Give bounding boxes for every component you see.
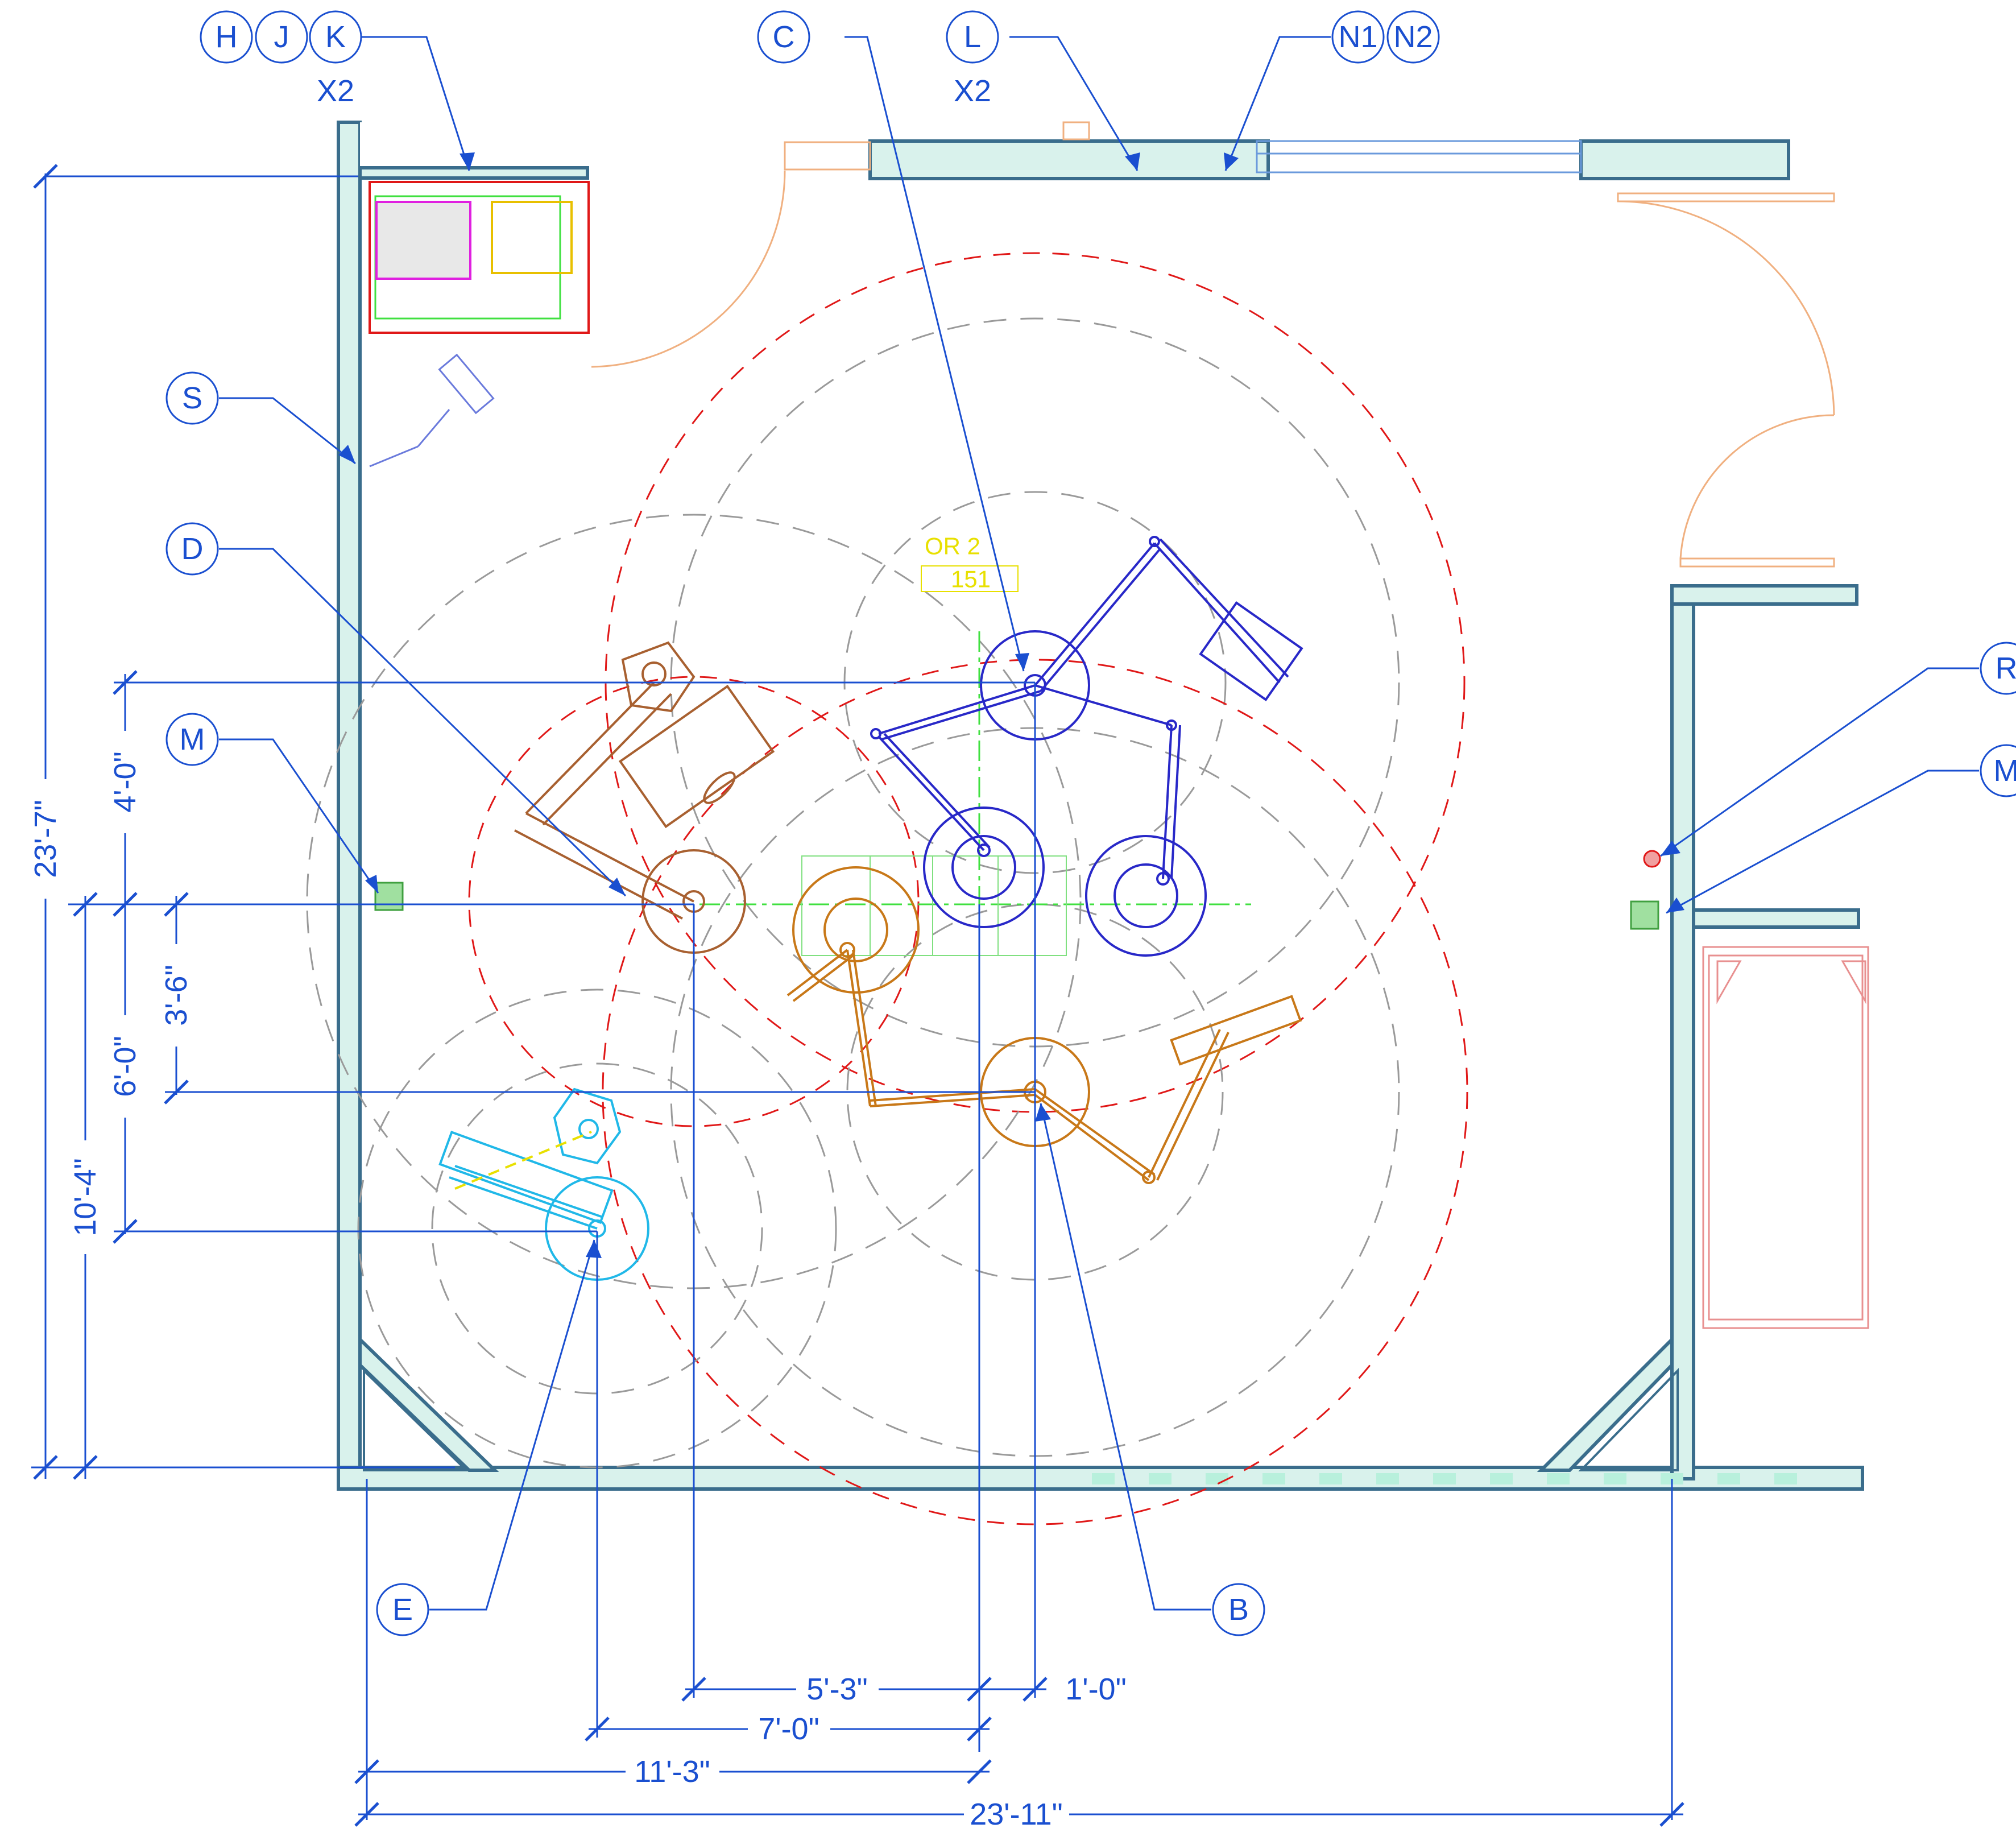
dim-overall-width: 23'-11" — [970, 1797, 1063, 1828]
tag-h: H — [216, 20, 238, 54]
door-frame-top — [1062, 121, 1090, 140]
tag-j: J — [274, 20, 289, 54]
boom-c — [870, 536, 1303, 957]
door-leaf-right-lower — [1679, 557, 1835, 568]
tag-letters: H J K X2 C L X2 N1 N2 S D M E B R M — [180, 20, 2016, 1627]
door-leaf-right-upper — [1617, 192, 1835, 202]
door-leaf-top-left — [784, 141, 871, 171]
boom-b — [786, 866, 1302, 1184]
dim-11-3: 11'-3" — [634, 1755, 710, 1789]
leader-arrowheads — [338, 152, 1684, 1258]
room-number: 151 — [951, 566, 991, 593]
tag-l: L — [964, 20, 981, 54]
tag-r: R — [1996, 651, 2016, 685]
dim-3-6: 3'-6" — [159, 965, 193, 1026]
dim-10-4: 10'-4" — [68, 1158, 102, 1236]
dim-7-0: 7'-0" — [758, 1712, 819, 1746]
tag-hjk-quantity: X2 — [317, 74, 354, 108]
corner-chamfers — [358, 1335, 1679, 1472]
right-cabinet — [1702, 946, 1869, 1329]
tag-bubbles — [165, 10, 2016, 1636]
tag-s: S — [182, 381, 202, 415]
dimension-lines — [31, 173, 1683, 1820]
dimension-ticks — [33, 164, 1684, 1827]
table-outline — [801, 855, 1067, 956]
articulating-arm-s — [369, 353, 495, 468]
tag-k: K — [325, 20, 346, 54]
wall-devices — [374, 850, 1661, 930]
tag-m-left: M — [180, 722, 205, 756]
dimension-labels: 23'-7" 4'-0" 3'-6" 6'-0" 10'-4" 5'-3" 1'… — [28, 731, 1132, 1828]
doors — [591, 121, 1835, 568]
tag-n1: N1 — [1338, 20, 1377, 54]
centerlines — [699, 631, 1251, 1092]
door-swing-top-left — [591, 170, 786, 368]
dim-overall-height: 23'-7" — [28, 800, 63, 878]
top-right-wall — [1579, 139, 1790, 180]
dim-4-0: 4'-0" — [108, 751, 142, 813]
left-wall — [337, 121, 362, 1480]
tag-l-quantity: X2 — [954, 74, 991, 108]
bottom-wall-pattern — [1092, 1473, 1797, 1484]
dim-6-0: 6'-0" — [108, 1036, 142, 1097]
walls — [337, 121, 1864, 1491]
tag-d: D — [181, 532, 204, 566]
tag-n2: N2 — [1393, 20, 1433, 54]
outlet-m-left — [374, 882, 404, 911]
boom-d — [514, 641, 775, 954]
device-r — [1643, 850, 1661, 868]
tag-b: B — [1228, 1593, 1249, 1627]
room-name: OR 2 — [925, 533, 980, 560]
dim-5-3: 5'-3" — [806, 1672, 868, 1706]
door-swing-right-upper — [1617, 200, 1835, 416]
door-swing-right-lower — [1679, 414, 1835, 559]
equipment-cabinet — [369, 181, 590, 334]
right-mid-wall — [1692, 908, 1860, 929]
right-upper-wall — [1670, 584, 1858, 606]
tag-m-right: M — [1994, 754, 2016, 788]
right-wall — [1670, 584, 1695, 1480]
outlet-m-right — [1630, 900, 1659, 930]
leader-lines — [219, 36, 1979, 1611]
top-left-wall — [358, 166, 589, 180]
top-glazing — [1256, 140, 1582, 173]
boom-e — [438, 1087, 649, 1281]
tag-e: E — [392, 1593, 413, 1627]
top-mid-wall — [868, 139, 1270, 180]
dim-1-0: 1'-0" — [1065, 1672, 1127, 1706]
room-tag: OR 2 151 — [921, 533, 1019, 593]
swing-radii — [306, 252, 1468, 1525]
tag-c: C — [773, 20, 795, 54]
